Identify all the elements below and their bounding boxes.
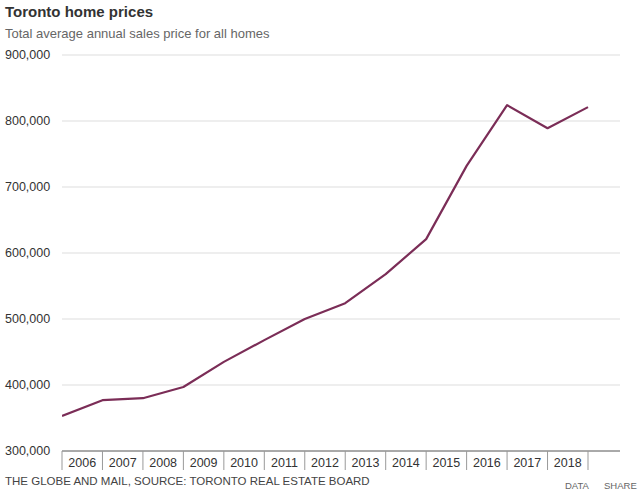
x-tick-label: 2016 xyxy=(473,456,501,470)
grid-line xyxy=(62,55,620,56)
price-line xyxy=(62,105,588,416)
x-tick xyxy=(466,451,467,470)
x-tick-label: 2012 xyxy=(311,456,339,470)
x-tick-label: 2009 xyxy=(190,456,218,470)
x-tick-label: 2013 xyxy=(352,456,380,470)
y-tick-label: 600,000 xyxy=(5,246,50,260)
chart-root: Toronto home prices Total average annual … xyxy=(0,0,640,497)
x-tick xyxy=(142,451,143,470)
y-tick-label: 800,000 xyxy=(5,114,50,128)
x-tick-label: 2008 xyxy=(149,456,177,470)
footer-link[interactable]: SHARE xyxy=(604,480,637,491)
subtitle: Total average annual sales price for all… xyxy=(5,26,270,41)
x-tick-label: 2011 xyxy=(271,456,298,470)
y-tick-label: 700,000 xyxy=(5,180,50,194)
grid-line xyxy=(62,319,620,320)
footer-link[interactable]: DATA xyxy=(565,480,590,491)
x-tick xyxy=(588,451,589,470)
x-tick-label: 2017 xyxy=(513,456,541,470)
y-tick-label: 500,000 xyxy=(5,312,50,326)
x-tick xyxy=(345,451,346,470)
x-tick xyxy=(223,451,224,470)
x-tick xyxy=(183,451,184,470)
y-tick-label: 900,000 xyxy=(5,48,50,62)
grid-line xyxy=(62,187,620,188)
x-tick xyxy=(385,451,386,470)
x-tick xyxy=(264,451,265,470)
grid-line xyxy=(62,451,620,452)
x-tick xyxy=(304,451,305,470)
y-tick-label: 400,000 xyxy=(5,378,50,392)
title: Toronto home prices xyxy=(5,3,153,20)
x-tick xyxy=(426,451,427,470)
x-tick-label: 2015 xyxy=(432,456,460,470)
source: THE GLOBE AND MAIL, SOURCE: TORONTO REAL… xyxy=(5,475,370,487)
x-tick-label: 2007 xyxy=(109,456,137,470)
x-tick-label: 2018 xyxy=(554,456,582,470)
x-tick-label: 2014 xyxy=(392,456,420,470)
grid-line xyxy=(62,385,620,386)
grid xyxy=(62,55,620,451)
grid-line xyxy=(62,253,620,254)
data-group xyxy=(62,105,588,416)
x-tick xyxy=(507,451,508,470)
x-tick xyxy=(102,451,103,470)
y-tick-label: 300,000 xyxy=(5,444,50,458)
x-tick-label: 2010 xyxy=(230,456,258,470)
x-tick xyxy=(547,451,548,470)
x-tick xyxy=(62,451,63,470)
chart-svg: Toronto home prices Total average annual … xyxy=(0,0,640,497)
x-tick-label: 2006 xyxy=(68,456,96,470)
